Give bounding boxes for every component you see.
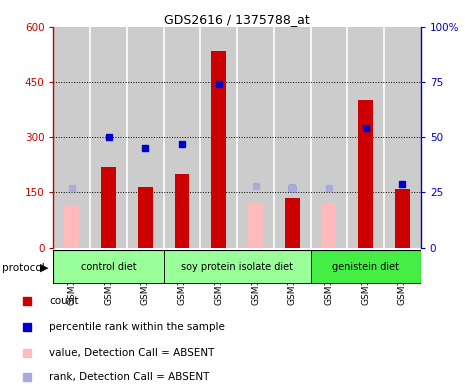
Text: soy protein isolate diet: soy protein isolate diet (181, 262, 293, 272)
Bar (138, 187, 153, 248)
Bar (395, 189, 410, 248)
Bar (212, 51, 226, 248)
Text: rank, Detection Call = ABSENT: rank, Detection Call = ABSENT (49, 372, 210, 382)
Bar (322, 204, 336, 248)
Text: value, Detection Call = ABSENT: value, Detection Call = ABSENT (49, 348, 215, 358)
Bar (65, 205, 79, 248)
Text: count: count (49, 296, 79, 306)
Text: genistein diet: genistein diet (332, 262, 399, 272)
Text: control diet: control diet (81, 262, 136, 272)
Title: GDS2616 / 1375788_at: GDS2616 / 1375788_at (164, 13, 310, 26)
FancyBboxPatch shape (164, 250, 311, 283)
Text: ▶: ▶ (40, 263, 48, 273)
Bar (285, 198, 299, 248)
Bar (248, 204, 263, 248)
FancyBboxPatch shape (53, 250, 164, 283)
Bar (175, 174, 189, 248)
Text: percentile rank within the sample: percentile rank within the sample (49, 322, 226, 332)
Bar (101, 167, 116, 248)
Bar (359, 101, 373, 248)
FancyBboxPatch shape (311, 250, 421, 283)
Text: protocol: protocol (2, 263, 45, 273)
